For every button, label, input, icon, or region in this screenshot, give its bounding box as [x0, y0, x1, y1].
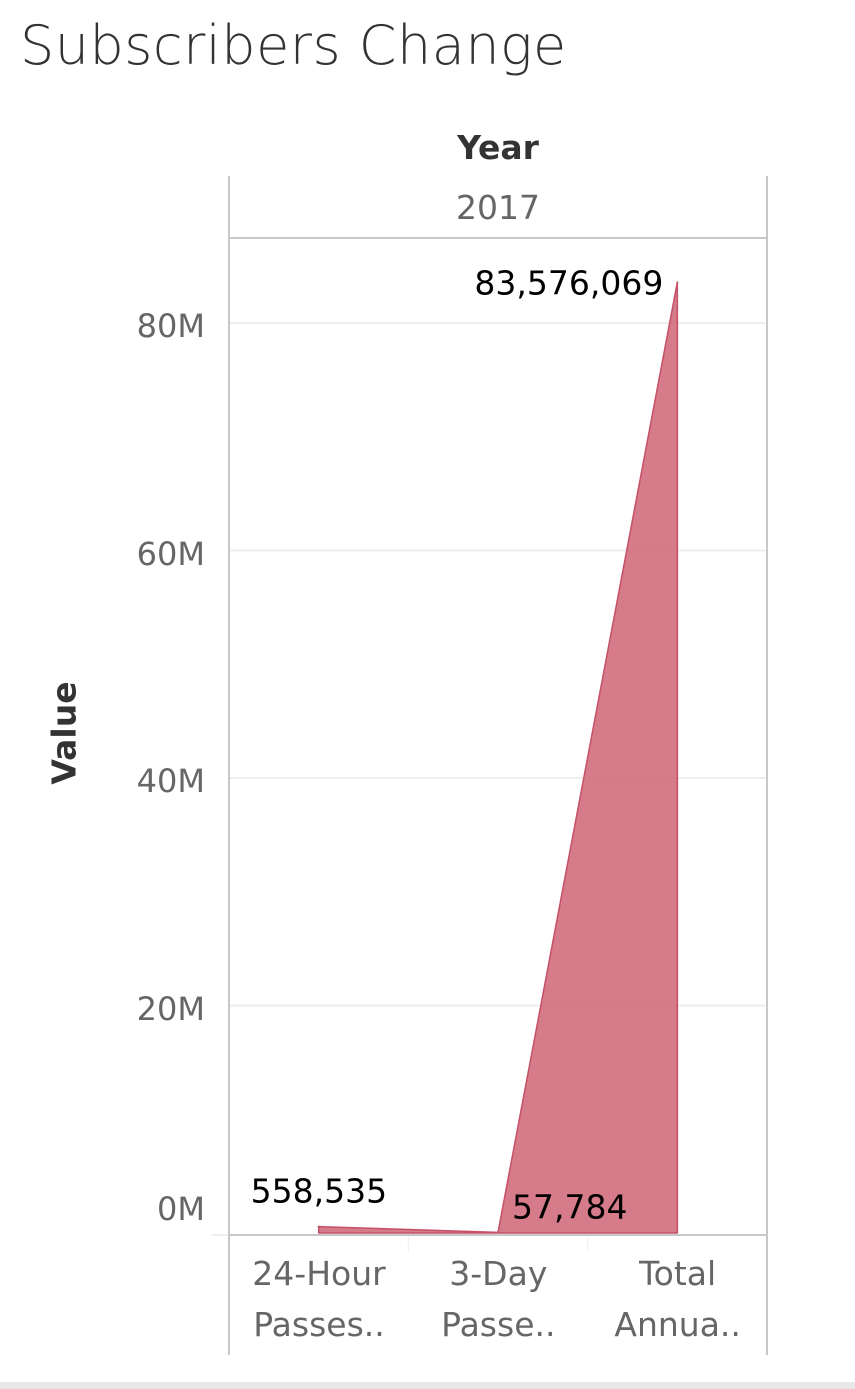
data-label-0: 558,535	[251, 1172, 387, 1211]
y-tick-label: 40M	[136, 762, 205, 800]
chart-title: Subscribers Change	[20, 14, 567, 77]
x-tick-line2: Annua..	[614, 1305, 741, 1344]
data-label-1: 57,784	[512, 1187, 627, 1226]
x-tick-line1: 24-Hour	[252, 1254, 386, 1293]
y-tick-label: 0M	[157, 1190, 205, 1228]
column-value-2017: 2017	[456, 188, 540, 227]
x-tick-label: 24-Hour Passes..	[229, 1248, 409, 1350]
bottom-scrollbar-track	[0, 1382, 855, 1389]
y-tick-label: 60M	[136, 534, 205, 573]
column-header-year: Year	[457, 128, 539, 167]
x-tick-line1: 3-Day	[449, 1254, 548, 1293]
x-tick-line2: Passes..	[253, 1305, 385, 1344]
data-label-2: 83,576,069	[474, 263, 663, 302]
x-tick-label: Total Annua..	[588, 1248, 768, 1350]
area-series	[317, 281, 679, 1234]
data-point-1	[497, 1231, 499, 1234]
y-tick-label: 20M	[136, 989, 205, 1028]
data-point-2	[676, 281, 679, 284]
y-tick-label: 80M	[136, 307, 205, 345]
data-point-0	[317, 1225, 320, 1228]
x-tick-line1: Total	[639, 1254, 717, 1293]
x-tick-label: 3-Day Passe..	[408, 1248, 588, 1350]
x-tick-line2: Passe..	[441, 1305, 556, 1344]
